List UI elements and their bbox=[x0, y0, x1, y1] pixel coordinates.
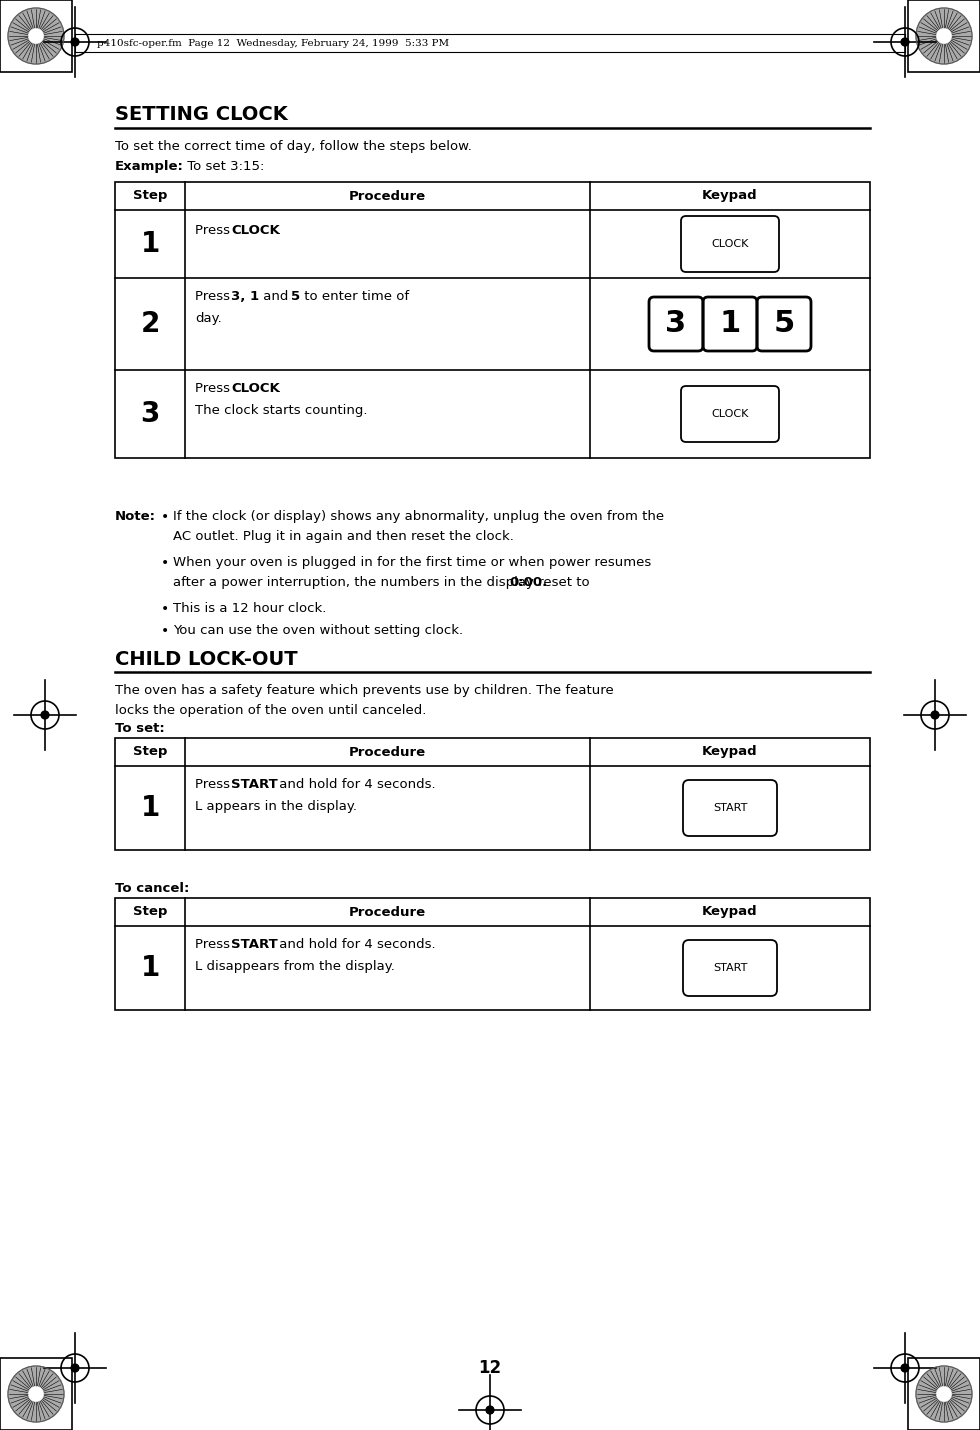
Circle shape bbox=[29, 29, 43, 43]
Circle shape bbox=[72, 1364, 79, 1371]
Text: and hold for 4 seconds.: and hold for 4 seconds. bbox=[275, 778, 436, 791]
Text: 3: 3 bbox=[665, 309, 687, 339]
Circle shape bbox=[901, 1364, 908, 1371]
Circle shape bbox=[916, 1366, 972, 1421]
Bar bbox=[908, 1358, 980, 1430]
Text: CLOCK: CLOCK bbox=[711, 409, 749, 419]
Text: L appears in the display.: L appears in the display. bbox=[195, 799, 357, 814]
Text: CLOCK: CLOCK bbox=[711, 239, 749, 249]
Text: AC outlet. Plug it in again and then reset the clock.: AC outlet. Plug it in again and then res… bbox=[173, 531, 514, 543]
Circle shape bbox=[901, 39, 908, 46]
Text: START: START bbox=[231, 938, 277, 951]
Text: 2: 2 bbox=[140, 310, 160, 337]
Text: 1: 1 bbox=[719, 309, 741, 339]
Text: to enter time of: to enter time of bbox=[300, 290, 409, 303]
Text: START: START bbox=[712, 804, 747, 814]
Circle shape bbox=[916, 9, 972, 64]
Circle shape bbox=[29, 1387, 43, 1401]
Text: Example:: Example: bbox=[115, 160, 184, 173]
Text: To set:: To set: bbox=[115, 722, 165, 735]
Circle shape bbox=[8, 9, 64, 64]
Text: p410sfc-oper.fm  Page 12  Wednesday, February 24, 1999  5:33 PM: p410sfc-oper.fm Page 12 Wednesday, Febru… bbox=[97, 40, 449, 49]
Text: Procedure: Procedure bbox=[349, 905, 426, 918]
Text: Keypad: Keypad bbox=[703, 190, 758, 203]
Bar bbox=[0, 0, 72, 72]
Bar bbox=[115, 182, 870, 458]
Text: 12: 12 bbox=[478, 1358, 502, 1377]
Bar bbox=[0, 1358, 72, 1430]
Text: 3, 1: 3, 1 bbox=[231, 290, 259, 303]
Text: CLOCK: CLOCK bbox=[231, 382, 279, 395]
Text: Step: Step bbox=[133, 190, 168, 203]
Text: Press: Press bbox=[195, 382, 234, 395]
Circle shape bbox=[937, 1387, 951, 1401]
Circle shape bbox=[41, 711, 49, 719]
Text: When your oven is plugged in for the first time or when power resumes: When your oven is plugged in for the fir… bbox=[173, 556, 652, 569]
Circle shape bbox=[8, 1366, 64, 1421]
Text: Press: Press bbox=[195, 225, 234, 237]
Text: If the clock (or display) shows any abnormality, unplug the oven from the: If the clock (or display) shows any abno… bbox=[173, 511, 664, 523]
Bar bbox=[115, 738, 870, 849]
Text: Press: Press bbox=[195, 778, 234, 791]
Text: SETTING CLOCK: SETTING CLOCK bbox=[115, 104, 288, 124]
Text: Press: Press bbox=[195, 290, 234, 303]
Text: Procedure: Procedure bbox=[349, 190, 426, 203]
Text: Procedure: Procedure bbox=[349, 745, 426, 758]
Text: L disappears from the display.: L disappears from the display. bbox=[195, 960, 395, 972]
Text: .: . bbox=[277, 225, 281, 237]
Text: 5: 5 bbox=[291, 290, 300, 303]
Text: 5: 5 bbox=[773, 309, 795, 339]
Text: •: • bbox=[161, 623, 170, 638]
Text: and hold for 4 seconds.: and hold for 4 seconds. bbox=[275, 938, 436, 951]
Bar bbox=[115, 898, 870, 1010]
Text: To set 3:15:: To set 3:15: bbox=[183, 160, 265, 173]
Text: The clock starts counting.: The clock starts counting. bbox=[195, 405, 368, 418]
Text: Note:: Note: bbox=[115, 511, 156, 523]
Text: START: START bbox=[712, 962, 747, 972]
Text: locks the operation of the oven until canceled.: locks the operation of the oven until ca… bbox=[115, 704, 426, 716]
Text: 3: 3 bbox=[140, 400, 160, 428]
Text: •: • bbox=[161, 556, 170, 571]
Circle shape bbox=[931, 711, 939, 719]
Text: Keypad: Keypad bbox=[703, 745, 758, 758]
Text: •: • bbox=[161, 602, 170, 616]
Circle shape bbox=[937, 29, 951, 43]
Text: Keypad: Keypad bbox=[703, 905, 758, 918]
Text: START: START bbox=[231, 778, 277, 791]
Circle shape bbox=[72, 39, 79, 46]
Text: 1: 1 bbox=[140, 794, 160, 822]
Bar bbox=[908, 0, 980, 72]
Text: •: • bbox=[161, 511, 170, 523]
Text: You can use the oven without setting clock.: You can use the oven without setting clo… bbox=[173, 623, 464, 636]
Text: This is a 12 hour clock.: This is a 12 hour clock. bbox=[173, 602, 326, 615]
Text: The oven has a safety feature which prevents use by children. The feature: The oven has a safety feature which prev… bbox=[115, 684, 613, 696]
Circle shape bbox=[486, 1406, 494, 1414]
Text: Step: Step bbox=[133, 745, 168, 758]
Text: .: . bbox=[277, 382, 281, 395]
Text: 1: 1 bbox=[140, 954, 160, 982]
Text: To cancel:: To cancel: bbox=[115, 882, 189, 895]
Text: 1: 1 bbox=[140, 230, 160, 257]
Text: To set the correct time of day, follow the steps below.: To set the correct time of day, follow t… bbox=[115, 140, 472, 153]
Text: after a power interruption, the numbers in the display reset to: after a power interruption, the numbers … bbox=[173, 576, 594, 589]
Text: day.: day. bbox=[195, 312, 221, 325]
Text: Press: Press bbox=[195, 938, 234, 951]
Text: Step: Step bbox=[133, 905, 168, 918]
Text: CLOCK: CLOCK bbox=[231, 225, 279, 237]
Text: 0:00.: 0:00. bbox=[509, 576, 547, 589]
Text: and: and bbox=[259, 290, 293, 303]
Text: CHILD LOCK-OUT: CHILD LOCK-OUT bbox=[115, 651, 298, 669]
